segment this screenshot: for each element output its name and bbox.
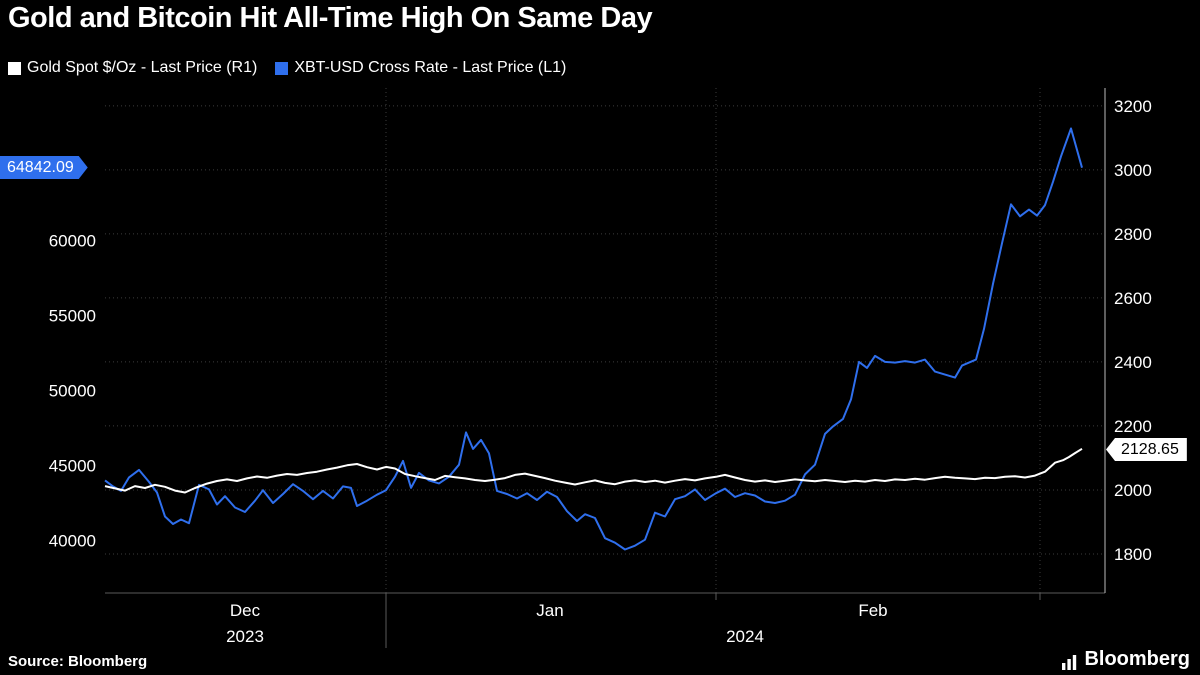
month-label: Feb <box>858 601 887 620</box>
bloomberg-wordmark: Bloomberg <box>1084 648 1190 670</box>
source-credit: Source: Bloomberg <box>8 653 148 670</box>
legend-item-gold: Gold Spot $/Oz - Last Price (R1) <box>8 59 257 77</box>
chart-title: Gold and Bitcoin Hit All-Time High On Sa… <box>8 2 653 34</box>
gold-last-price-tag: 2128.65 <box>1106 438 1187 461</box>
chart-legend: Gold Spot $/Oz - Last Price (R1) XBT-USD… <box>8 59 566 77</box>
legend-label-bitcoin: XBT-USD Cross Rate - Last Price (L1) <box>294 59 567 76</box>
right-axis-tick-label: 2000 <box>1114 481 1152 500</box>
month-label: Dec <box>230 601 261 620</box>
bitcoin-last-price-tag: 64842.09 <box>0 156 88 179</box>
bitcoin-series-swatch-icon <box>275 61 289 75</box>
left-axis-tick-label: 50000 <box>49 381 96 400</box>
right-axis-tick-label: 2400 <box>1114 353 1152 372</box>
bloomberg-logo: Bloomberg <box>1061 648 1190 671</box>
right-axis-tick-label: 2600 <box>1114 289 1152 308</box>
left-axis-tick-label: 40000 <box>49 531 96 550</box>
left-axis-tick-label: 45000 <box>49 456 96 475</box>
right-axis-tick-label: 2800 <box>1114 225 1152 244</box>
series-line-gold <box>104 447 1083 494</box>
series-line-bitcoin <box>104 127 1083 551</box>
gold-series-swatch-icon <box>8 61 21 75</box>
left-axis-tick-label: 60000 <box>49 231 96 250</box>
month-label: Jan <box>536 601 563 620</box>
legend-label-gold: Gold Spot $/Oz - Last Price (R1) <box>27 59 258 76</box>
year-label: 2024 <box>726 627 764 646</box>
bloomberg-logo-icon <box>1062 655 1077 670</box>
legend-item-bitcoin: XBT-USD Cross Rate - Last Price (L1) <box>275 59 566 77</box>
year-label: 2023 <box>226 627 264 646</box>
left-axis-tick-label: 55000 <box>49 306 96 325</box>
right-axis-tick-label: 3000 <box>1114 161 1152 180</box>
right-axis-tick-label: 3200 <box>1114 97 1152 116</box>
right-axis-tick-label: 1800 <box>1114 545 1152 564</box>
right-axis-tick-label: 2200 <box>1114 417 1152 436</box>
